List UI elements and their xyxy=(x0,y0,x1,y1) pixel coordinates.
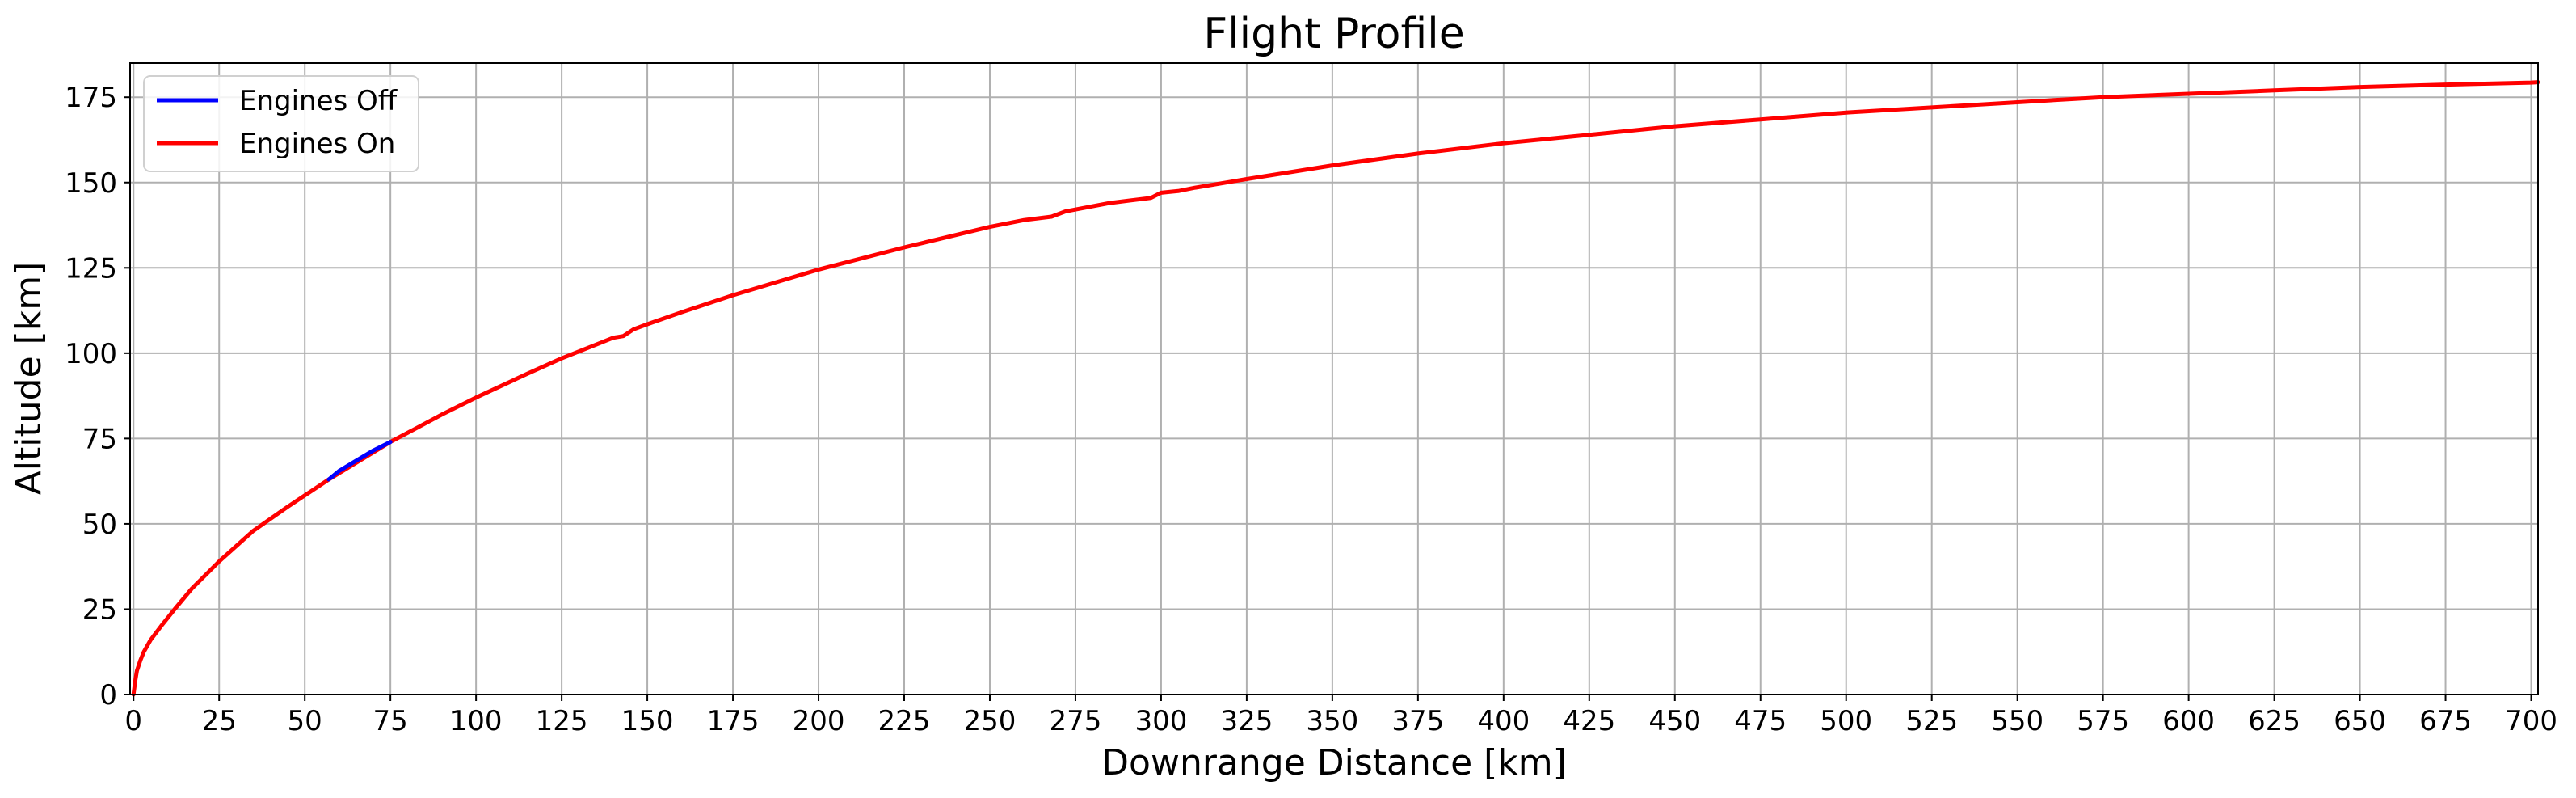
x-tick-label: 75 xyxy=(373,705,408,737)
plot-area-frame xyxy=(129,62,2539,695)
x-axis-ticks: 0 25 50 75 100 125 150 175 200 225 250 275 300 325 350… xyxy=(124,695,2557,737)
x-tick-label: 350 xyxy=(1306,705,1358,737)
x-tick-label: 100 xyxy=(450,705,503,737)
legend-label-engines-off: Engines Off xyxy=(239,85,398,117)
y-tick-label: 125 xyxy=(65,252,117,285)
y-tick-label: 25 xyxy=(82,593,117,626)
x-tick-label: 300 xyxy=(1134,705,1187,737)
x-tick-label: 325 xyxy=(1220,705,1273,737)
x-tick-label: 575 xyxy=(2077,705,2129,737)
y-tick-label: 0 xyxy=(99,679,117,711)
x-tick-label: 675 xyxy=(2419,705,2472,737)
x-tick-label: 400 xyxy=(1477,705,1530,737)
series-lines xyxy=(131,80,2540,697)
y-axis-ticks: 0 25 50 75 100 125 150 175 xyxy=(65,82,130,711)
x-tick-label: 625 xyxy=(2248,705,2300,737)
x-tick-label: 0 xyxy=(124,705,142,737)
legend: Engines Off Engines On xyxy=(143,75,419,172)
x-tick-label: 200 xyxy=(793,705,845,737)
x-tick-label: 50 xyxy=(288,705,322,737)
x-tick-label: 650 xyxy=(2334,705,2386,737)
x-tick-label: 600 xyxy=(2162,705,2215,737)
x-tick-label: 175 xyxy=(707,705,760,737)
x-tick-label: 475 xyxy=(1734,705,1787,737)
x-tick-label: 425 xyxy=(1563,705,1615,737)
x-tick-label: 500 xyxy=(1820,705,1872,737)
y-tick-label: 100 xyxy=(65,338,117,370)
y-tick-label: 175 xyxy=(65,82,117,114)
x-tick-label: 25 xyxy=(202,705,237,737)
y-tick-label: 50 xyxy=(82,509,117,541)
y-axis-label: Altitude [km] xyxy=(8,262,49,496)
x-tick-label: 125 xyxy=(536,705,588,737)
chart-title: Flight Profile xyxy=(1203,10,1464,58)
y-tick-label: 75 xyxy=(82,423,117,455)
x-tick-label: 150 xyxy=(621,705,674,737)
x-tick-label: 700 xyxy=(2505,705,2557,737)
series-line-engines-off xyxy=(326,440,393,482)
x-axis-label: Downrange Distance [km] xyxy=(1101,742,1567,783)
x-tick-label: 275 xyxy=(1050,705,1102,737)
x-tick-label: 375 xyxy=(1391,705,1444,737)
x-tick-label: 550 xyxy=(1991,705,2044,737)
series-line-engines-on xyxy=(131,80,2540,697)
y-tick-label: 150 xyxy=(65,167,117,200)
x-tick-label: 250 xyxy=(964,705,1017,737)
x-tick-label: 525 xyxy=(1905,705,1958,737)
x-tick-label: 225 xyxy=(878,705,931,737)
x-tick-label: 450 xyxy=(1648,705,1701,737)
legend-label-engines-on: Engines On xyxy=(239,128,395,160)
